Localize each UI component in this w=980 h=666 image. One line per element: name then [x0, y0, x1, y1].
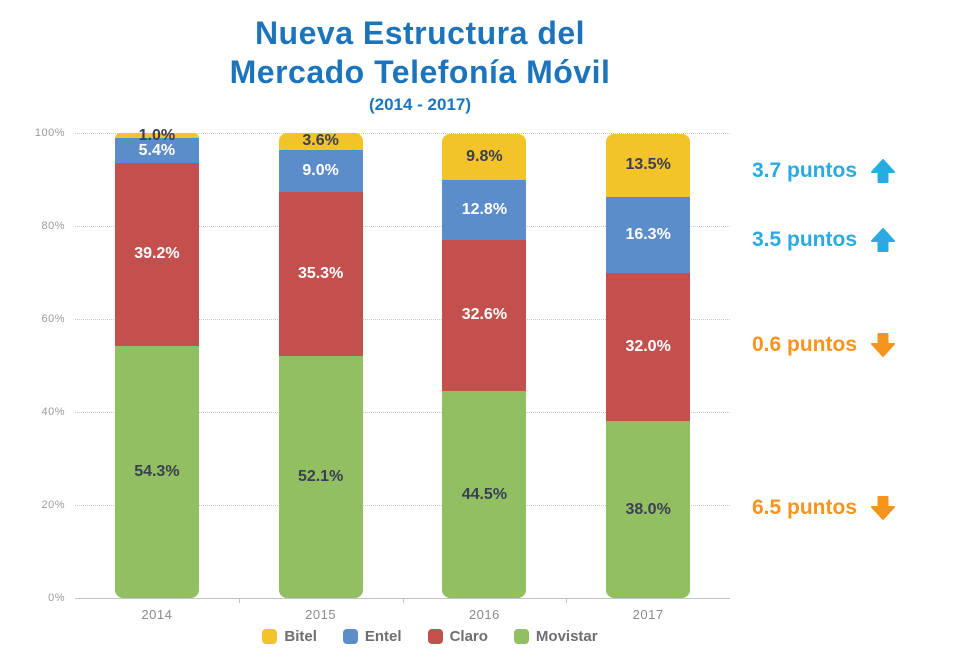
x-axis-label: 2016: [468, 607, 500, 622]
segment-value-label: 12.8%: [461, 200, 508, 218]
bar-2015: 52.1% 35.3% 9.0% 3.6%: [278, 133, 363, 598]
y-axis-label: 60%: [41, 313, 65, 325]
segment-value-label: 54.3%: [134, 462, 180, 480]
x-axis-label: 2014: [141, 607, 173, 622]
x-axis-tick-mark: [566, 598, 568, 603]
segment-claro-2014: 39.2%: [114, 163, 199, 346]
y-axis-label: 80%: [41, 220, 65, 232]
y-axis-label: 20%: [41, 499, 65, 511]
segment-entel-2016: 12.8%: [442, 179, 527, 240]
segment-bitel-2017: 13.5%: [606, 133, 691, 197]
x-axis-tick-mark: [402, 598, 404, 603]
segment-movistar-2014: 54.3%: [114, 345, 199, 598]
x-axis-label: 2017: [632, 607, 664, 622]
segment-value-label: 9.8%: [466, 148, 503, 166]
segment-value-label: 32.0%: [625, 337, 671, 355]
bar-2017: 38.0% 32.0% 16.3% 13.5%: [606, 133, 691, 598]
legend-label: Claro: [449, 628, 488, 645]
legend-swatch-claro: [427, 629, 443, 644]
chart-title-line-2: Mercado Telefonía Móvil: [229, 54, 611, 91]
bar-2016: 44.5% 32.6% 12.8% 9.8%: [442, 133, 527, 598]
segment-value-label: 35.3%: [297, 264, 344, 282]
annotation-text: 0.6 puntos: [752, 333, 858, 356]
segment-value-label: 9.0%: [302, 161, 339, 179]
segment-movistar-2016: 44.5%: [442, 391, 527, 598]
legend-swatch-movistar: [513, 629, 529, 644]
arrow-down-icon: [871, 333, 896, 357]
legend-item-movistar: Movistar: [513, 628, 598, 645]
segment-bitel-2016: 9.8%: [442, 134, 527, 180]
chart-title-line-1: Nueva Estructura del: [254, 15, 586, 51]
segment-bitel-2014: 1.0%: [114, 127, 199, 143]
segment-claro-2015: 35.3%: [278, 191, 363, 356]
chart-legend: Bitel Entel Claro Movistar: [70, 628, 790, 645]
segment-bitel-2015: 3.6%: [278, 133, 363, 150]
segment-value-label: 52.1%: [297, 467, 344, 485]
legend-swatch-bitel: [262, 629, 278, 644]
legend-swatch-entel: [342, 629, 358, 644]
segment-value-label: 32.6%: [461, 306, 508, 324]
arrow-up-icon: [871, 159, 896, 183]
legend-item-bitel: Bitel: [262, 628, 317, 645]
arrow-down-icon: [871, 496, 896, 520]
segment-claro-2016: 32.6%: [442, 239, 527, 392]
annotation-row: 3.7 puntos: [752, 157, 967, 185]
gridline-20%: [75, 505, 730, 506]
segment-movistar-2015: 52.1%: [278, 355, 363, 598]
chart-subtitle: (2014 - 2017): [368, 95, 472, 115]
segment-value-label: 44.5%: [461, 485, 508, 503]
legend-item-claro: Claro: [427, 628, 488, 645]
annotation-row: 6.5 puntos: [752, 494, 967, 522]
y-axis-label: 100%: [34, 127, 65, 139]
x-axis-tick-mark: [238, 598, 240, 603]
segment-movistar-2017: 38.0%: [606, 421, 691, 598]
chart-title-block: Nueva Estructura del Mercado Telefonía M…: [60, 14, 780, 115]
y-axis-label: 0%: [48, 592, 65, 604]
segment-value-label: 5.4%: [138, 141, 176, 159]
segment-value-label: 16.3%: [625, 225, 671, 243]
stacked-bar-plot-area: 0% 20% 40% 60% 80% 100% 54.3% 39.2% 5.4% 1.0% 2014…: [35, 127, 730, 622]
gridline-40%: [75, 412, 730, 413]
segment-value-label: 3.6%: [302, 132, 339, 150]
segment-entel-2014: 5.4%: [114, 138, 199, 164]
segment-entel-2015: 9.0%: [278, 149, 363, 192]
annotation-row: 3.5 puntos: [752, 226, 967, 254]
gridline-80%: [75, 226, 730, 227]
legend-label: Movistar: [535, 628, 598, 645]
y-axis-label: 40%: [41, 406, 65, 418]
segment-value-label: 39.2%: [134, 245, 180, 263]
legend-item-entel: Entel: [342, 628, 402, 645]
annotation-row: 0.6 puntos: [752, 331, 967, 359]
gridline-60%: [75, 319, 730, 320]
bar-2014: 54.3% 39.2% 5.4% 1.0%: [114, 127, 199, 598]
segment-claro-2017: 32.0%: [606, 272, 691, 422]
annotation-text: 6.5 puntos: [752, 496, 858, 519]
legend-label: Entel: [364, 628, 402, 645]
annotation-text: 3.5 puntos: [752, 228, 858, 251]
x-axis-label: 2015: [305, 607, 337, 622]
legend-label: Bitel: [284, 628, 317, 645]
gridline-100%: [75, 133, 730, 134]
segment-value-label: 1.0%: [138, 126, 176, 144]
segment-entel-2017: 16.3%: [606, 196, 691, 273]
segment-value-label: 13.5%: [625, 156, 671, 174]
arrow-up-icon: [871, 228, 896, 252]
annotation-text: 3.7 puntos: [752, 159, 858, 182]
segment-value-label: 38.0%: [625, 500, 671, 518]
